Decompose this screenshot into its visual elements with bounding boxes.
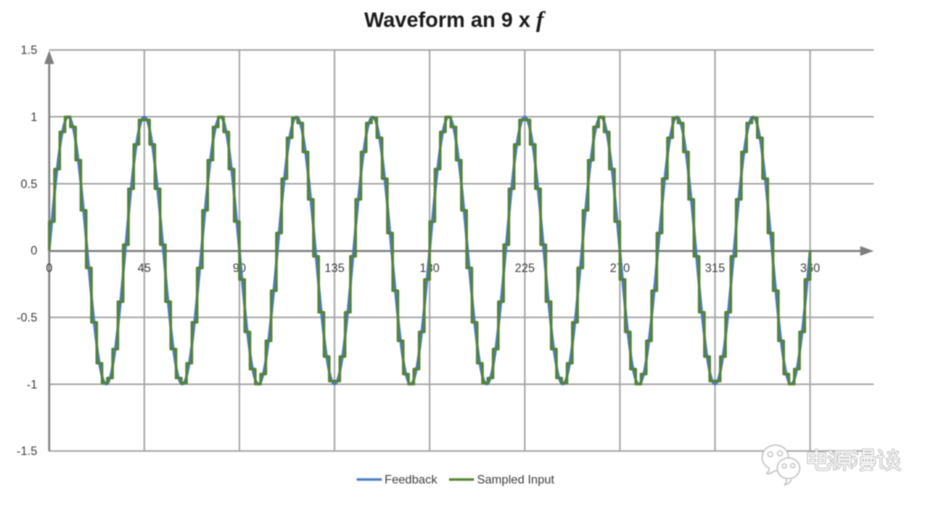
svg-text:-1.5: -1.5 — [17, 444, 38, 458]
svg-text:135: 135 — [324, 261, 344, 275]
svg-text:Waveform an 9 x f: Waveform an 9 x f — [364, 7, 546, 32]
svg-text:1.5: 1.5 — [21, 43, 38, 57]
svg-text:Sampled Input: Sampled Input — [477, 473, 555, 487]
svg-text:225: 225 — [515, 261, 535, 275]
svg-text:-0.5: -0.5 — [17, 311, 38, 325]
svg-text:Feedback: Feedback — [385, 473, 439, 487]
svg-text:-1: -1 — [27, 377, 38, 391]
svg-text:0: 0 — [31, 244, 38, 258]
svg-text:45: 45 — [138, 261, 152, 275]
svg-text:0: 0 — [46, 261, 53, 275]
svg-text:315: 315 — [705, 261, 725, 275]
svg-text:1: 1 — [31, 110, 38, 124]
svg-text:0.5: 0.5 — [21, 177, 38, 191]
